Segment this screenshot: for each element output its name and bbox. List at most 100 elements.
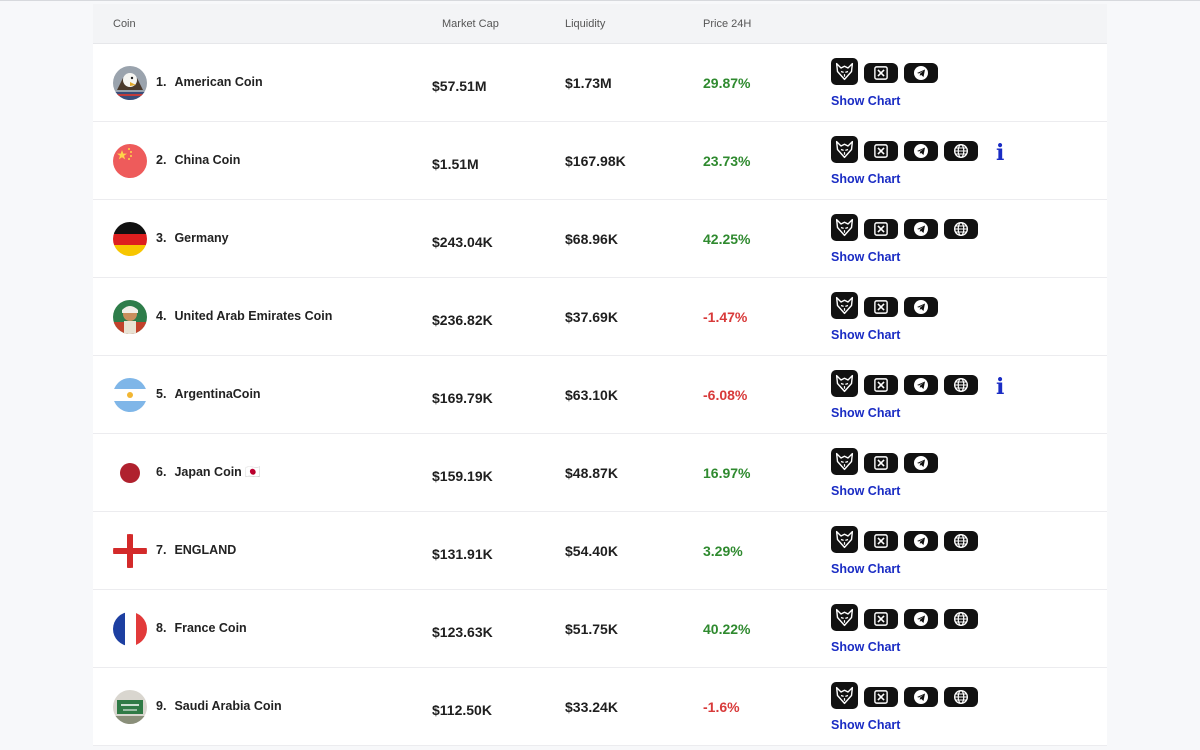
table-row[interactable]: 1. American Coin $57.51M $1.73M 29.87% Sh… [93,44,1107,122]
column-header-liquidity[interactable]: Liquidity [565,18,606,30]
fox-icon[interactable] [831,136,858,163]
x-icon[interactable] [864,62,898,83]
coin-rank: 7. [156,543,167,557]
column-header-price-24h[interactable]: Price 24H [703,18,752,30]
telegram-icon[interactable] [904,62,938,83]
globe-icon[interactable] [944,686,978,707]
coin-name[interactable]: 9. Saudi Arabia Coin [156,699,282,713]
coin-rank: 6. [156,465,167,479]
fox-icon[interactable] [831,58,858,85]
price-change-value: 40.22% [703,621,751,637]
coin-rank: 1. [156,75,167,89]
fox-icon[interactable] [831,682,858,709]
table-row[interactable]: 2. China Coin $1.51M $167.98K 23.73% Show… [93,122,1107,200]
coin-label: United Arab Emirates Coin [174,309,333,323]
table-row[interactable]: 9. Saudi Arabia Coin $112.50K $33.24K -1.… [93,668,1107,746]
show-chart-link[interactable]: Show Chart [831,250,901,264]
coin-label: American Coin [174,75,263,89]
info-icon[interactable]: i [996,140,1005,166]
show-chart-link[interactable]: Show Chart [831,406,901,420]
x-icon[interactable] [864,140,898,161]
table-row[interactable]: 8. France Coin $123.63K $51.75K 40.22% Sh… [93,590,1107,668]
liquidity-value: $37.69K [565,309,618,325]
price-change-value: -1.47% [703,309,748,325]
info-icon[interactable]: i [996,374,1005,400]
table-row[interactable]: 4. United Arab Emirates Coin $236.82K $37… [93,278,1107,356]
table-row[interactable]: 5. ArgentinaCoin $169.79K $63.10K -6.08% … [93,356,1107,434]
coin-rank: 5. [156,387,167,401]
price-change-value: 29.87% [703,75,751,91]
show-chart-link[interactable]: Show Chart [831,640,901,654]
x-icon[interactable] [864,686,898,707]
eagle-avatar [113,66,147,100]
fox-icon[interactable] [831,526,858,553]
globe-icon[interactable] [944,218,978,239]
england-flag-avatar [113,534,147,568]
price-change-value: 16.97% [703,465,751,481]
telegram-icon[interactable] [904,140,938,161]
coin-name[interactable]: 3. Germany [156,231,229,245]
argentina-flag-avatar [113,378,147,412]
telegram-icon[interactable] [904,374,938,395]
social-links [831,136,978,163]
show-chart-link[interactable]: Show Chart [831,328,901,342]
market-cap-value: $1.51M [432,156,479,172]
x-icon[interactable] [864,608,898,629]
top-divider [0,0,1200,1]
x-icon[interactable] [864,452,898,473]
x-icon[interactable] [864,530,898,551]
coin-rank: 3. [156,231,167,245]
table-header: Coin Market Cap Liquidity Price 24H [93,4,1107,44]
show-chart-link[interactable]: Show Chart [831,718,901,732]
coin-name[interactable]: 7. ENGLAND [156,543,236,557]
coin-name[interactable]: 6. Japan Coin 🇯🇵 [156,465,261,480]
telegram-icon[interactable] [904,296,938,317]
show-chart-link[interactable]: Show Chart [831,94,901,108]
germany-flag-avatar [113,222,147,256]
coin-name[interactable]: 8. France Coin [156,621,247,635]
coin-label: China Coin [174,153,241,167]
market-cap-value: $243.04K [432,234,493,250]
market-cap-value: $131.91K [432,546,493,562]
x-icon[interactable] [864,218,898,239]
globe-icon[interactable] [944,530,978,551]
liquidity-value: $1.73M [565,75,612,91]
france-flag-avatar [113,612,147,646]
japan-flag-avatar [113,456,147,490]
x-icon[interactable] [864,296,898,317]
table-body: 1. American Coin $57.51M $1.73M 29.87% Sh… [93,44,1107,746]
liquidity-value: $63.10K [565,387,618,403]
column-header-market-cap[interactable]: Market Cap [442,18,499,30]
globe-icon[interactable] [944,374,978,395]
telegram-icon[interactable] [904,530,938,551]
telegram-icon[interactable] [904,452,938,473]
telegram-icon[interactable] [904,608,938,629]
fox-icon[interactable] [831,448,858,475]
coin-name[interactable]: 4. United Arab Emirates Coin [156,309,332,323]
fox-icon[interactable] [831,370,858,397]
table-row[interactable]: 3. Germany $243.04K $68.96K 42.25% Show C… [93,200,1107,278]
coin-rank: 2. [156,153,167,167]
show-chart-link[interactable]: Show Chart [831,172,901,186]
table-row[interactable]: 7. ENGLAND $131.91K $54.40K 3.29% Show Ch… [93,512,1107,590]
coin-name[interactable]: 1. American Coin [156,75,263,89]
show-chart-link[interactable]: Show Chart [831,484,901,498]
social-links [831,214,978,241]
table-row[interactable]: 6. Japan Coin 🇯🇵 $159.19K $48.87K 16.97% … [93,434,1107,512]
fox-icon[interactable] [831,292,858,319]
telegram-icon[interactable] [904,218,938,239]
liquidity-value: $51.75K [565,621,618,637]
market-cap-value: $57.51M [432,78,487,94]
coin-name[interactable]: 2. China Coin [156,153,240,167]
show-chart-link[interactable]: Show Chart [831,562,901,576]
x-icon[interactable] [864,374,898,395]
coin-table: Coin Market Cap Liquidity Price 24H 1. Am… [93,4,1107,746]
column-header-coin[interactable]: Coin [113,18,136,30]
fox-icon[interactable] [831,604,858,631]
coin-label: Japan Coin 🇯🇵 [174,465,261,479]
fox-icon[interactable] [831,214,858,241]
globe-icon[interactable] [944,140,978,161]
globe-icon[interactable] [944,608,978,629]
coin-name[interactable]: 5. ArgentinaCoin [156,387,261,401]
telegram-icon[interactable] [904,686,938,707]
